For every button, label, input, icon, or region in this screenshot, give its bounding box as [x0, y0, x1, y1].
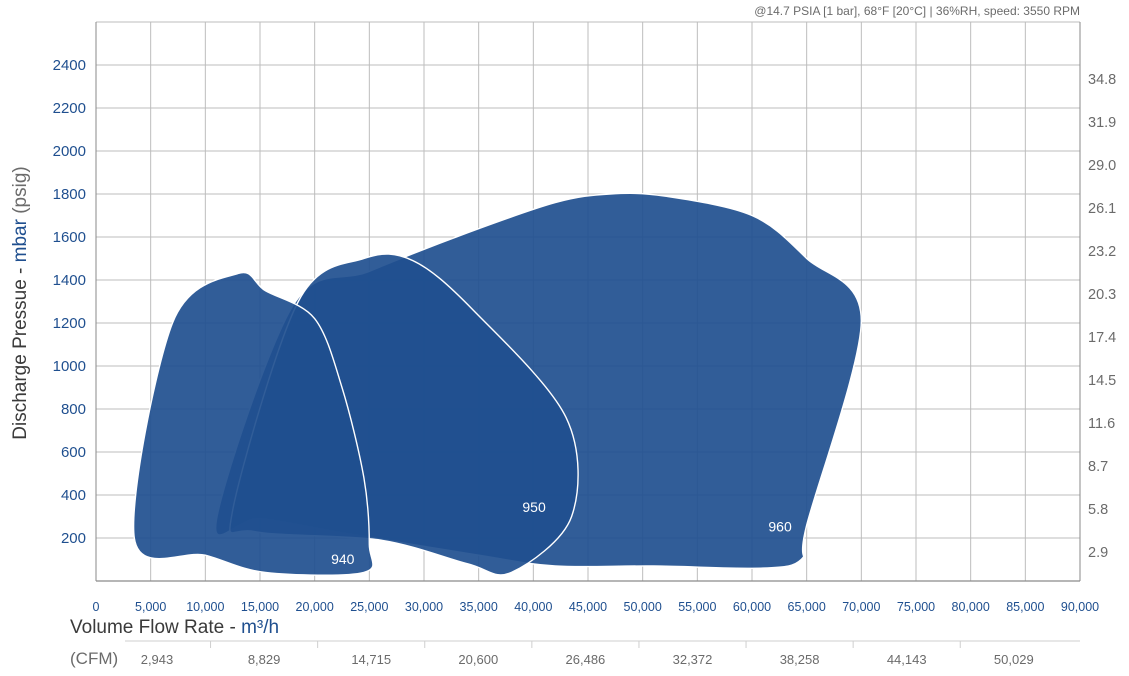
- cfm-tick-label: 20,600: [458, 652, 498, 667]
- y2-tick-label: 23.2: [1088, 244, 1116, 260]
- x-tick-label: 5,000: [135, 600, 166, 614]
- x-tick-label: 15,000: [241, 600, 279, 614]
- y-tick-label: 1600: [53, 229, 86, 246]
- axes: [95, 22, 1081, 582]
- cfm-tick-label: 2,943: [141, 652, 174, 667]
- y-tick-label: 800: [61, 401, 86, 418]
- series-label-940: 940: [331, 551, 355, 567]
- y2-tick-label: 31.9: [1088, 115, 1116, 131]
- x-tick-label: 55,000: [678, 600, 716, 614]
- x-tick-label: 45,000: [569, 600, 607, 614]
- y2-tick-label: 26.1: [1088, 201, 1116, 217]
- y2-tick-label: 5.8: [1088, 502, 1108, 518]
- y2-tick-label: 14.5: [1088, 373, 1116, 389]
- y-tick-label: 200: [61, 530, 86, 547]
- cfm-tick-label: 38,258: [780, 652, 820, 667]
- x-axis-title: Volume Flow Rate - m³/h: [70, 617, 279, 638]
- x-tick-label: 60,000: [733, 600, 771, 614]
- y-tick-label: 1000: [53, 358, 86, 375]
- y-axis-title-suffix: (psig): [10, 166, 31, 219]
- cfm-axis-prefix: (CFM): [70, 649, 118, 668]
- x-tick-label: 40,000: [514, 600, 552, 614]
- x-axis-title-unit: m³/h: [241, 617, 279, 638]
- series-label-960: 960: [768, 519, 792, 535]
- cfm-tick-label: 8,829: [248, 652, 281, 667]
- x-tick-label: 20,000: [296, 600, 334, 614]
- performance-areas: 960 950 940: [132, 192, 862, 576]
- cfm-tick-label: 32,372: [673, 652, 713, 667]
- y-axis-title-prefix: Discharge Pressue -: [10, 262, 31, 439]
- y2-tick-label: 2.9: [1088, 545, 1108, 561]
- conditions-note: @14.7 PSIA [1 bar], 68°F [20°C] | 36%RH,…: [754, 4, 1080, 18]
- x-tick-label: 65,000: [788, 600, 826, 614]
- y-axis-title: Discharge Pressue - mbar (psig): [10, 166, 31, 440]
- y2-tick-label: 20.3: [1088, 287, 1116, 303]
- cfm-tick-label: 26,486: [566, 652, 606, 667]
- x-tick-label: 0: [93, 600, 100, 614]
- y-tick-label: 2400: [53, 57, 86, 74]
- cfm-tick-label: 50,029: [994, 652, 1034, 667]
- y-tick-label: 1400: [53, 272, 86, 289]
- x-tick-label: 30,000: [405, 600, 443, 614]
- x-tick-label: 70,000: [842, 600, 880, 614]
- x-tick-label: 10,000: [186, 600, 224, 614]
- cfm-tick-label: 14,715: [351, 652, 391, 667]
- cfm-tick-label: 44,143: [887, 652, 927, 667]
- x-tick-label: 90,000: [1061, 600, 1099, 614]
- x-tick-label: 50,000: [624, 600, 662, 614]
- cfm-tick-labels: 2,943 8,829 14,715 20,600 26,486 32,372 38,258…: [141, 641, 1034, 667]
- y-tick-label: 600: [61, 444, 86, 461]
- x-axis-title-prefix: Volume Flow Rate -: [70, 617, 241, 638]
- y-axis-title-unit: mbar: [10, 218, 31, 262]
- y-tick-label: 1200: [53, 315, 86, 332]
- x-tick-label: 75,000: [897, 600, 935, 614]
- y2-tick-label: 11.6: [1088, 416, 1115, 432]
- x-tick-label: 35,000: [460, 600, 498, 614]
- x-tick-label: 80,000: [952, 600, 990, 614]
- series-label-950: 950: [522, 499, 546, 515]
- y-tick-label: 1800: [53, 186, 86, 203]
- performance-area-940: [132, 271, 374, 576]
- y-tick-label: 2000: [53, 143, 86, 160]
- y2-tick-label: 17.4: [1088, 330, 1116, 346]
- tick-labels: 0 5,000 10,000 15,000 20,000 25,000 30,000 35,0…: [53, 57, 1117, 614]
- y-tick-label: 400: [61, 487, 86, 504]
- y2-tick-label: 8.7: [1088, 459, 1108, 475]
- y2-tick-label: 34.8: [1088, 72, 1116, 88]
- x-tick-label: 25,000: [350, 600, 388, 614]
- y-tick-label: 2200: [53, 100, 86, 117]
- y2-tick-label: 29.0: [1088, 158, 1116, 174]
- x-tick-label: 85,000: [1006, 600, 1044, 614]
